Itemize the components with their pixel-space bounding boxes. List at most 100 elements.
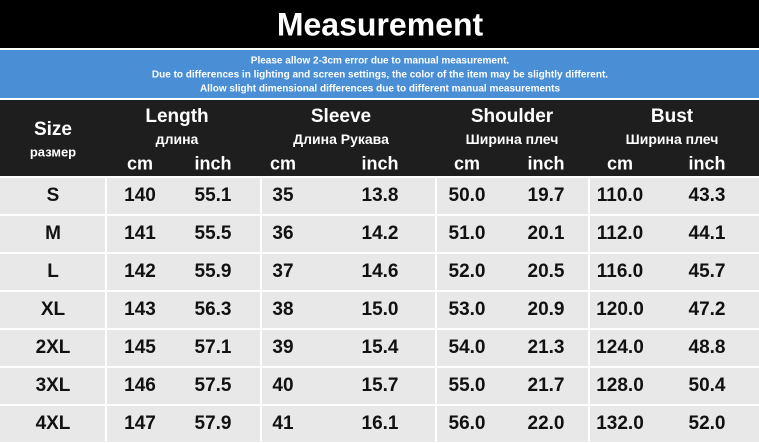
measure-value: 45.7 <box>688 261 726 282</box>
measure-value: 48.8 <box>688 337 726 358</box>
measure-value: 55.1 <box>194 185 232 206</box>
size-value: 3XL <box>35 375 71 396</box>
measure-value: 124.0 <box>596 337 644 358</box>
row-cell <box>107 330 260 366</box>
size-label: Size <box>33 119 73 140</box>
measure-value: 132.0 <box>596 413 644 434</box>
measure-value: 147 <box>124 413 156 434</box>
group-sublabel: Длина Рукава <box>293 131 389 147</box>
size-value: S <box>46 185 60 206</box>
row-cell <box>590 254 759 290</box>
measure-value: 120.0 <box>596 299 644 320</box>
measure-value: 112.0 <box>596 223 644 244</box>
unit-label: cm <box>606 153 634 174</box>
note: Please allow 2-3cm error due to manual m… <box>250 55 510 67</box>
size-cell <box>0 368 105 404</box>
measure-value: 143 <box>124 299 156 320</box>
measure-value: 57.5 <box>194 375 232 396</box>
row-cell <box>590 216 759 252</box>
row-cell <box>437 292 588 328</box>
header-band <box>0 100 759 176</box>
measure-value: 20.9 <box>527 299 565 320</box>
measure-value: 116.0 <box>596 261 644 282</box>
measure-value: 20.5 <box>527 261 565 282</box>
unit-label: cm <box>453 153 481 174</box>
measure-value: 22.0 <box>527 413 565 434</box>
note: Allow slight dimensional differences due… <box>199 83 561 95</box>
group-label: Bust <box>650 106 694 127</box>
measure-value: 15.7 <box>361 375 399 396</box>
measure-value: 52.0 <box>688 413 726 434</box>
group-sublabel: Ширина плеч <box>465 131 559 147</box>
measure-value: 55.9 <box>194 261 232 282</box>
measure-value: 57.1 <box>194 337 232 358</box>
measure-value: 40 <box>272 375 294 396</box>
row-cell <box>107 368 260 404</box>
size-value: M <box>45 223 61 244</box>
row-cell <box>590 330 759 366</box>
title-band <box>0 0 759 48</box>
row-cell <box>437 368 588 404</box>
measure-value: 47.2 <box>688 299 726 320</box>
row-cell <box>262 216 435 252</box>
group-sublabel: длина <box>155 131 199 147</box>
measure-value: 55.0 <box>448 375 486 396</box>
size-cell <box>0 292 105 328</box>
measure-value: 57.9 <box>194 413 232 434</box>
row-cell <box>262 254 435 290</box>
size-sublabel: размер <box>29 144 77 160</box>
measure-value: 54.0 <box>448 337 486 358</box>
row-cell <box>262 330 435 366</box>
size-value: L <box>47 261 59 282</box>
group-sublabel: Ширина плеч <box>625 131 719 147</box>
size-cell <box>0 406 105 442</box>
measure-value: 146 <box>124 375 156 396</box>
row-cell <box>590 292 759 328</box>
row-cell <box>262 292 435 328</box>
measure-value: 19.7 <box>527 185 565 206</box>
measure-value: 43.3 <box>688 185 726 206</box>
row-cell <box>107 406 260 442</box>
size-value: 2XL <box>35 337 71 358</box>
measure-value: 36 <box>272 223 294 244</box>
measure-value: 14.6 <box>361 261 399 282</box>
row-cell <box>107 254 260 290</box>
unit-label: inch <box>361 153 399 174</box>
measure-value: 16.1 <box>361 413 399 434</box>
measure-value: 128.0 <box>596 375 644 396</box>
measure-value: 110.0 <box>596 185 644 206</box>
measure-value: 50.0 <box>448 185 486 206</box>
measure-value: 20.1 <box>527 223 565 244</box>
size-cell <box>0 216 105 252</box>
measure-value: 14.2 <box>361 223 399 244</box>
size-value: 4XL <box>35 413 71 434</box>
measure-value: 13.8 <box>361 185 399 206</box>
row-cell <box>437 178 588 214</box>
measure-value: 44.1 <box>688 223 726 244</box>
measure-value: 52.0 <box>448 261 486 282</box>
row-cell <box>590 368 759 404</box>
measure-value: 141 <box>124 223 156 244</box>
notes-band <box>0 50 759 98</box>
unit-label: inch <box>194 153 232 174</box>
group-label: Sleeve <box>310 106 372 127</box>
row-cell <box>590 406 759 442</box>
measure-value: 21.7 <box>527 375 565 396</box>
group-label: Shoulder <box>470 106 554 127</box>
row-cell <box>437 406 588 442</box>
size-value: XL <box>40 299 66 320</box>
measure-value: 21.3 <box>527 337 565 358</box>
size-cell <box>0 254 105 290</box>
measure-value: 39 <box>272 337 294 358</box>
row-cell <box>107 292 260 328</box>
row-cell <box>437 330 588 366</box>
group-label: Length <box>145 106 209 127</box>
unit-label: cm <box>269 153 297 174</box>
measure-value: 142 <box>124 261 156 282</box>
measure-value: 37 <box>272 261 294 282</box>
row-cell <box>437 216 588 252</box>
measure-value: 56.0 <box>448 413 486 434</box>
measure-value: 38 <box>272 299 294 320</box>
measure-value: 15.4 <box>361 337 399 358</box>
